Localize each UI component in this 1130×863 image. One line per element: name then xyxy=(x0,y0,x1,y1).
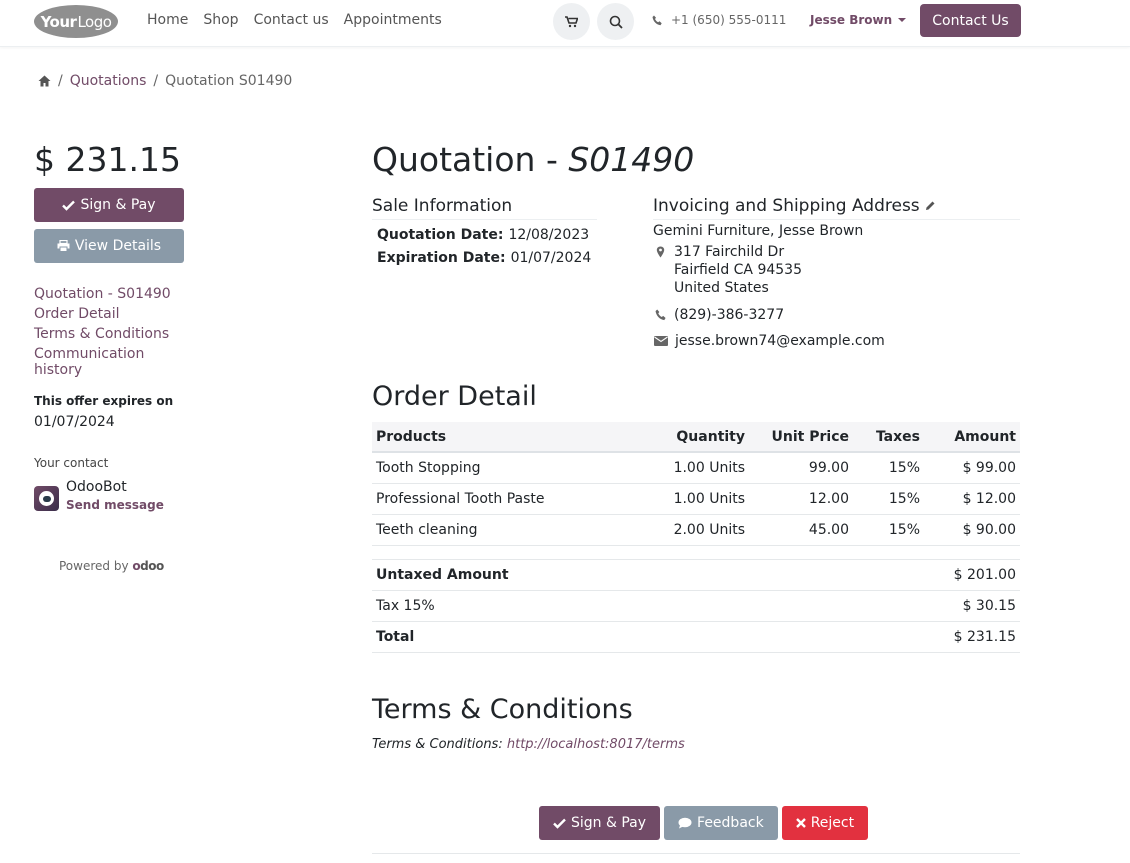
street-address: 317 Fairchild Dr Fairfield CA 94535 Unit… xyxy=(653,243,1020,297)
customer-name: Gemini Furniture, Jesse Brown xyxy=(653,223,864,239)
sidebar-sign-pay-button[interactable]: Sign & Pay xyxy=(34,188,184,222)
contact-name: OdooBot xyxy=(66,479,127,495)
cart-button[interactable] xyxy=(553,3,590,40)
user-menu[interactable]: Jesse Brown xyxy=(810,13,907,27)
send-message-link[interactable]: Send message xyxy=(66,498,164,512)
table-row: Tooth Stopping 1.00 Units 99.00 15% $ 99… xyxy=(372,452,1020,484)
order-table: Products Quantity Unit Price Taxes Amoun… xyxy=(372,422,1020,653)
nav-appointments[interactable]: Appointments xyxy=(343,12,442,28)
pencil-icon[interactable] xyxy=(925,200,936,211)
sidebar-nav-order-detail[interactable]: Order Detail xyxy=(34,306,120,322)
map-marker-icon xyxy=(656,246,665,258)
expires-date: 01/07/2024 xyxy=(34,414,115,430)
quotation-date-row: Quotation Date: 12/08/2023 xyxy=(377,227,590,243)
col-amount: Amount xyxy=(924,422,1020,453)
customer-email: jesse.brown74@example.com xyxy=(653,333,1020,349)
caret-down-icon xyxy=(898,17,907,22)
expires-label: This offer expires on xyxy=(34,394,174,408)
terms-link[interactable]: http://localhost:8017/terms xyxy=(506,737,685,752)
nav-shop[interactable]: Shop xyxy=(203,12,239,28)
breadcrumb-current: Quotation S01490 xyxy=(165,73,293,89)
page-title: Quotation - S01490 xyxy=(372,140,695,179)
feedback-button[interactable]: Feedback xyxy=(664,806,778,840)
col-taxes: Taxes xyxy=(853,422,924,453)
quotation-number: S01490 xyxy=(568,140,695,179)
sale-info-title: Sale Information xyxy=(372,196,597,220)
bot-face-icon xyxy=(39,491,54,506)
phone-link[interactable]: +1 (650) 555-0111 xyxy=(652,13,786,27)
powered-by[interactable]: Powered by odoo xyxy=(59,559,164,573)
untaxed-row: Untaxed Amount $ 201.00 xyxy=(372,559,1020,591)
tax-row: Tax 15% $ 30.15 xyxy=(372,590,1020,622)
top-navbar: Your Logo Home Shop Contact us Appointmen… xyxy=(0,0,1130,47)
home-icon[interactable] xyxy=(38,75,51,87)
sidebar-nav-quotation[interactable]: Quotation - S01490 xyxy=(34,286,171,302)
table-header: Products Quantity Unit Price Taxes Amoun… xyxy=(372,422,1020,453)
phone-icon xyxy=(652,15,662,25)
sidebar: $ 231.15 Sign & Pay View Details Quotati… xyxy=(34,140,194,573)
cart-icon xyxy=(565,15,578,27)
col-quantity: Quantity xyxy=(629,422,749,453)
logo-text-bold: Your xyxy=(40,12,77,31)
search-button[interactable] xyxy=(597,3,634,40)
logo-text-light: Logo xyxy=(77,12,112,31)
sale-information: Sale Information Quotation Date: 12/08/20… xyxy=(372,196,597,266)
view-details-button[interactable]: View Details xyxy=(34,229,184,263)
address-block: Invoicing and Shipping Address Gemini Fu… xyxy=(653,196,1020,349)
divider xyxy=(372,853,1020,854)
terms-title: Terms & Conditions xyxy=(372,694,633,725)
sign-pay-button[interactable]: Sign & Pay xyxy=(539,806,661,840)
phone-number: +1 (650) 555-0111 xyxy=(671,13,787,27)
action-buttons: Sign & Pay Feedback Reject xyxy=(539,806,869,840)
table-row: Professional Tooth Paste 1.00 Units 12.0… xyxy=(372,483,1020,515)
breadcrumb: / Quotations / Quotation S01490 xyxy=(38,73,292,89)
user-name: Jesse Brown xyxy=(810,13,893,27)
envelope-icon xyxy=(654,336,668,346)
col-unit-price: Unit Price xyxy=(749,422,853,453)
contact-label: Your contact xyxy=(34,456,109,470)
breadcrumb-quotations[interactable]: Quotations xyxy=(69,73,147,89)
city: Fairfield CA 94535 xyxy=(674,262,802,278)
expiration-date-row: Expiration Date: 01/07/2024 xyxy=(377,250,592,266)
total-row: Total $ 231.15 xyxy=(372,621,1020,653)
main-content: Quotation - S01490 Sale Information Quot… xyxy=(372,140,1020,752)
order-detail-title: Order Detail xyxy=(372,381,537,412)
search-icon xyxy=(609,15,623,29)
times-icon xyxy=(795,818,806,828)
sidebar-nav: Quotation - S01490 Order Detail Terms & … xyxy=(34,286,194,378)
sidebar-total: $ 231.15 xyxy=(34,140,181,179)
reject-button[interactable]: Reject xyxy=(781,806,869,840)
contact-us-button[interactable]: Contact Us xyxy=(920,4,1021,37)
quotation-date: 12/08/2023 xyxy=(508,227,590,243)
comment-icon xyxy=(678,817,692,829)
table-row: Teeth cleaning 2.00 Units 45.00 15% $ 90… xyxy=(372,514,1020,546)
address-title: Invoicing and Shipping Address xyxy=(653,196,1020,220)
customer-phone: (829)-386-3277 xyxy=(653,307,1020,323)
odoo-logo: odoo xyxy=(132,559,164,573)
phone-icon xyxy=(655,309,666,321)
expiration-date: 01/07/2024 xyxy=(510,250,592,266)
check-icon xyxy=(553,818,566,829)
country: United States xyxy=(674,280,769,296)
main-nav: Home Shop Contact us Appointments xyxy=(147,12,442,28)
check-icon xyxy=(62,200,76,211)
sidebar-nav-terms[interactable]: Terms & Conditions xyxy=(34,326,170,342)
nav-contact-us[interactable]: Contact us xyxy=(253,12,329,28)
company-logo[interactable]: Your Logo xyxy=(34,5,118,38)
print-icon xyxy=(57,240,70,252)
col-products: Products xyxy=(372,422,629,453)
street: 317 Fairchild Dr xyxy=(674,244,785,260)
sidebar-nav-history[interactable]: Communication history xyxy=(34,346,145,378)
avatar xyxy=(34,486,59,511)
nav-home[interactable]: Home xyxy=(147,12,189,28)
terms-text: Terms & Conditions: http://localhost:801… xyxy=(372,737,685,752)
